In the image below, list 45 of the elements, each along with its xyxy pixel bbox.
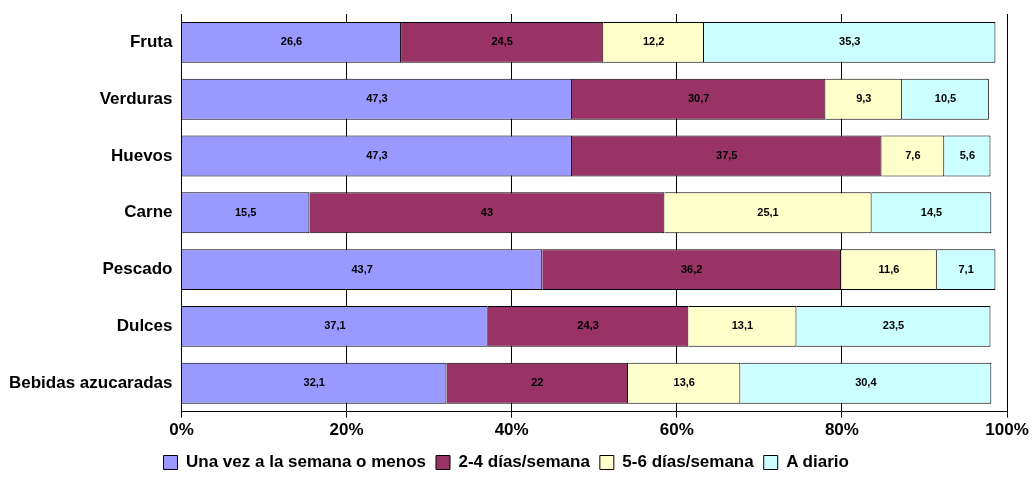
data-label: 13,1	[731, 319, 754, 332]
y-tick-label: Huevos	[111, 145, 173, 165]
data-label: 37,5	[716, 149, 738, 162]
data-label: 9,3	[856, 92, 872, 105]
legend-label: 2-4 días/semana	[458, 452, 591, 472]
y-tick-label: Bebidas azucaradas	[9, 372, 173, 392]
x-tick-label: 20%	[329, 420, 364, 440]
data-label: 30,4	[855, 376, 878, 389]
data-label: 30,7	[687, 92, 710, 105]
y-tick-label: Dulces	[116, 316, 173, 336]
data-label: 13,6	[673, 376, 695, 389]
x-tick-label: 40%	[494, 420, 529, 440]
x-tick-label: 80%	[824, 420, 859, 440]
data-label: 11,6	[878, 262, 900, 275]
data-label: 14,5	[920, 205, 943, 218]
data-label: 43,7	[351, 262, 373, 275]
legend-label: 5-6 días/semana	[622, 452, 755, 472]
data-label: 36,2	[680, 262, 703, 275]
x-tick-label: 0%	[169, 420, 194, 440]
data-label: 10,5	[934, 92, 957, 105]
data-label: 25,1	[757, 205, 779, 218]
x-tick-label: 60%	[659, 420, 694, 440]
data-label: 26,6	[280, 35, 303, 48]
legend-label: A diario	[786, 452, 849, 472]
data-label: 47,3	[366, 149, 388, 162]
y-tick-label: Carne	[124, 202, 173, 222]
legend-label: Una vez a la semana o menos	[186, 452, 427, 472]
data-label: 47,3	[366, 92, 388, 105]
y-tick-label: Pescado	[102, 259, 173, 279]
data-label: 7,6	[905, 149, 921, 162]
data-label: 32,1	[303, 376, 325, 389]
data-label: 7,1	[958, 262, 974, 275]
data-label: 24,5	[491, 35, 513, 48]
data-label: 35,3	[839, 35, 861, 48]
data-label: 15,5	[234, 205, 257, 218]
data-label: 23,5	[882, 319, 905, 332]
data-label: 12,2	[642, 35, 665, 48]
x-tick-label: 100%	[985, 420, 1029, 440]
y-tick-label: Verduras	[99, 88, 173, 108]
data-label: 37,1	[324, 319, 346, 332]
data-label: 5,6	[959, 149, 976, 162]
y-tick-label: Fruta	[129, 32, 174, 52]
data-label: 22	[531, 376, 544, 389]
data-label: 24,3	[577, 319, 599, 332]
data-label: 43	[480, 205, 494, 218]
